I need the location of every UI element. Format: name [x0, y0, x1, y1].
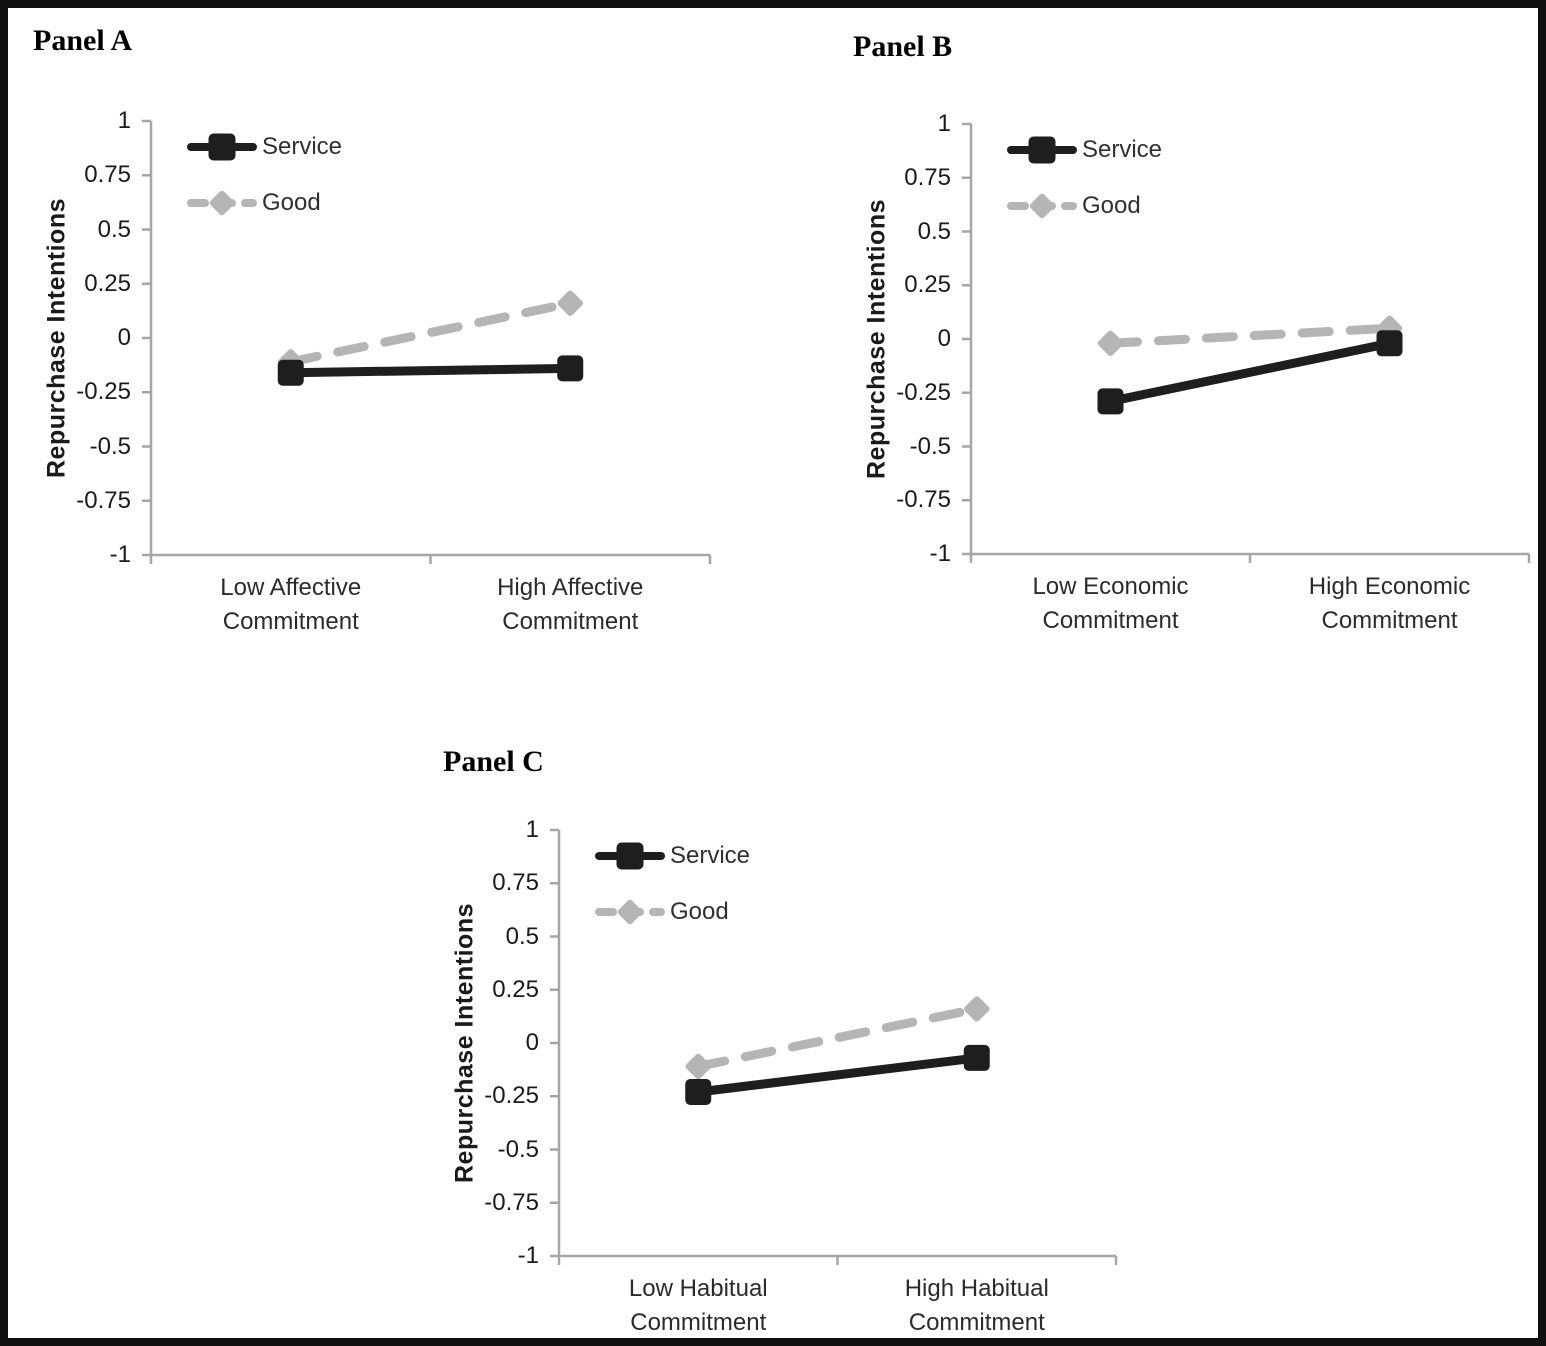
panel-b-service-line	[1109, 338, 1391, 406]
panel-b-title: Panel B	[853, 30, 953, 63]
diamond-marker	[617, 899, 643, 925]
panel-a-y-tick-label: 0.75	[84, 161, 131, 189]
panel-a-y-tick-label: -0.5	[89, 432, 131, 460]
panel-b-category-label: High Economic Commitment	[1308, 573, 1471, 634]
panel-b-y-tick-label: -0.5	[909, 432, 951, 460]
panel-a-good-line	[286, 298, 575, 367]
panel-c-y-tick-label: -0.5	[497, 1135, 539, 1163]
square-marker	[963, 1044, 990, 1071]
square-marker	[685, 1078, 712, 1105]
panel-b-good-line	[1106, 323, 1394, 348]
panel-c-y-tick-label: 0.5	[505, 922, 539, 950]
panel-c-y-tick-label: -0.75	[484, 1188, 539, 1216]
panel-b-y-tick-label: -0.75	[896, 486, 951, 514]
panel-c-good-line	[693, 1004, 982, 1071]
panel-b-y-tick-label: 0.5	[917, 217, 951, 245]
diamond-marker	[1029, 193, 1055, 219]
diamond-marker	[964, 996, 990, 1022]
panel-b-category-label: Low Economic Commitment	[1032, 573, 1189, 634]
diamond-marker	[209, 190, 235, 216]
square-marker	[208, 133, 236, 161]
square-marker	[1028, 136, 1056, 164]
panel-a-y-tick-label: 0.5	[97, 215, 131, 243]
charts-svg	[142, 119, 1531, 1265]
panel-b-y-tick-label: 0.75	[904, 163, 951, 191]
panel-c-y-tick-label: 0	[525, 1029, 539, 1056]
panel-a-category-label: High Affective Commitment	[497, 574, 644, 635]
panel-a-y-tick-label: -0.75	[76, 486, 131, 514]
panel-c-y-tick-label: 1	[525, 816, 539, 843]
panel-c-y-tick-label: -1	[517, 1242, 539, 1269]
panel-c-y-tick-label: 0.75	[492, 869, 539, 897]
square-marker	[557, 355, 584, 382]
panel-a-y-tick-label: -0.25	[76, 378, 131, 406]
panel-c-legend-label-good: Good	[670, 898, 729, 925]
panel-c-service-line	[697, 1053, 978, 1097]
panel-b-legend-label-good: Good	[1082, 192, 1141, 219]
panel-b-y-tick-label: -1	[929, 540, 951, 567]
square-marker	[277, 359, 304, 386]
panel-c-title: Panel C	[443, 745, 544, 778]
diamond-marker	[685, 1053, 711, 1080]
panel-a-category-label: Low Affective Commitment	[220, 574, 362, 635]
panel-b-y-tick-label: 1	[937, 110, 951, 137]
panel-c-category-label: High Habitual Commitment	[904, 1275, 1049, 1336]
panel-b-y-tick-label: 0.25	[904, 271, 951, 299]
panel-c-legend-label-service: Service	[670, 842, 751, 869]
panel-b-legend-label-service: Service	[1082, 136, 1163, 163]
panel-a-legend-label-good: Good	[262, 189, 321, 216]
panel-a-service-line	[290, 363, 571, 378]
panel-c-category-label: Low Habitual Commitment	[628, 1275, 768, 1336]
panel-a-y-tick-label: 1	[117, 107, 131, 134]
panel-c-y-tick-label: 0.25	[492, 975, 539, 1003]
panel-a-y-tick-label: 0.25	[84, 269, 131, 297]
panel-a-y-tick-label: -1	[109, 541, 131, 568]
square-marker	[1376, 330, 1403, 357]
panel-b-y-tick-label: -0.25	[896, 378, 951, 406]
panel-c-y-tick-label: -0.25	[484, 1082, 539, 1110]
diamond-marker	[557, 290, 583, 317]
diamond-marker	[1097, 330, 1124, 357]
square-marker	[1097, 388, 1124, 415]
panel-a-title: Panel A	[33, 24, 133, 57]
panel-a-legend-label-service: Service	[262, 133, 343, 160]
panel-a-y-tick-label: 0	[117, 324, 131, 351]
square-marker	[616, 842, 644, 870]
panel-b-y-tick-label: 0	[937, 325, 951, 352]
